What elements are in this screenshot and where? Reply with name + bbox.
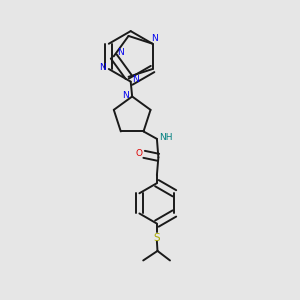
Text: N: N [100, 63, 106, 72]
Text: NH: NH [159, 133, 172, 142]
Text: N: N [133, 75, 139, 84]
Text: N: N [117, 48, 124, 57]
Text: S: S [154, 233, 160, 243]
Text: N: N [151, 34, 158, 43]
Text: O: O [136, 149, 143, 158]
Text: N: N [122, 91, 129, 100]
